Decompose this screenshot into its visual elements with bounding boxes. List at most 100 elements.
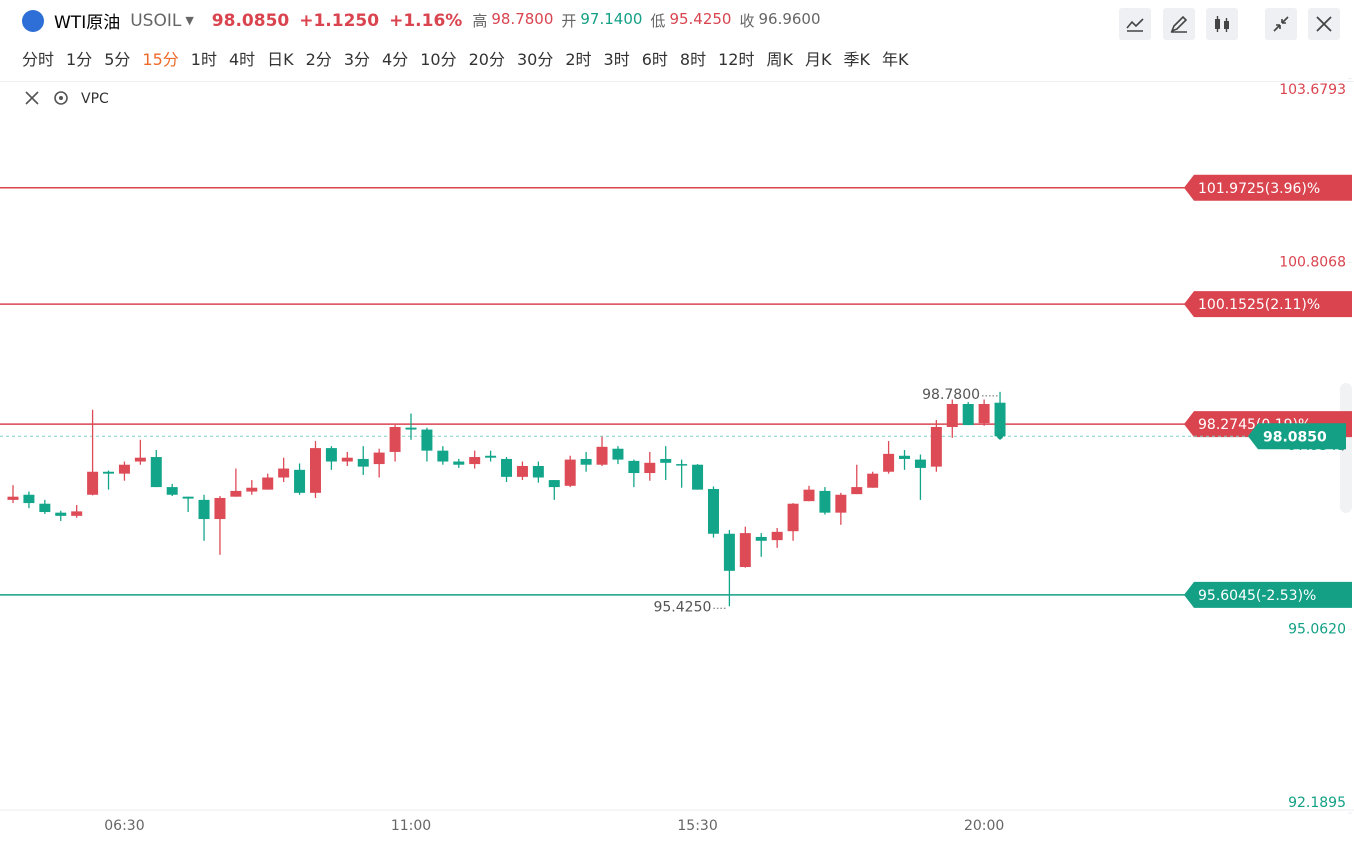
current-price-dot (997, 433, 1004, 440)
timeframe[interactable]: 年K (881, 50, 909, 69)
candle-body (421, 429, 433, 451)
price-tag-label: 95.6045(-2.53)% (1198, 588, 1316, 604)
indicator-settings[interactable] (54, 91, 68, 105)
stat-label: 低 (650, 12, 666, 30)
candle-body (723, 533, 735, 571)
timeframe[interactable]: 4分 (382, 50, 409, 69)
header: WTI原油 USOIL ▼ 98.0850 +1.1250 +1.16% 高 98… (0, 0, 1354, 82)
candle-body (469, 457, 481, 465)
tool-button[interactable] (1119, 8, 1151, 40)
price-tag (1184, 581, 1352, 608)
timeframe[interactable]: 1时 (190, 50, 217, 69)
timeframe[interactable]: 3分 (343, 50, 371, 69)
candle-body (564, 459, 576, 486)
candle-body (341, 457, 353, 462)
tool-button[interactable] (1265, 8, 1297, 40)
candle-body (357, 458, 369, 467)
timeframe[interactable]: 30分 (516, 50, 554, 69)
candle-body (39, 503, 51, 513)
candle-body (707, 489, 719, 534)
candle-body (262, 477, 274, 490)
candle-body (166, 487, 178, 495)
candle-body (150, 457, 162, 488)
tool-button[interactable] (1163, 8, 1195, 40)
current-price-label: 98.0850 (1263, 429, 1327, 445)
candle-body (373, 452, 385, 465)
stat-label: 开 (561, 12, 577, 30)
price-tag-label: 100.1525(2.11)% (1198, 297, 1320, 313)
dropdown-arrow[interactable]: ▼ (185, 14, 194, 27)
close-indicator[interactable] (25, 91, 39, 105)
timeframe[interactable]: 4时 (228, 50, 256, 69)
candle-body (87, 471, 99, 495)
timeframe[interactable]: 12时 (718, 50, 755, 69)
y-tick-label: 103.6793 (1279, 82, 1346, 98)
candle-body (660, 458, 672, 463)
candle-body (7, 496, 19, 500)
symbol-row: WTI原油 USOIL ▼ 98.0850 +1.1250 +1.16% 高 98… (22, 8, 821, 33)
candle-body (134, 457, 146, 462)
y-tick-label: 95.0620 (1288, 622, 1346, 638)
candle-body (914, 459, 926, 468)
close-button[interactable] (1308, 8, 1340, 40)
price-tag (1184, 174, 1352, 201)
candle-body (692, 464, 704, 490)
change: +1.1250 (299, 10, 380, 31)
candle-body (851, 487, 863, 495)
stats: 高 98.7800 开 97.1400 低 95.4250 收 96.9600 (472, 10, 820, 31)
candle-body (835, 494, 847, 513)
y-tick-label: 100.8068 (1279, 254, 1346, 270)
timeframe[interactable]: 分时 (22, 50, 55, 69)
candle-body (405, 427, 417, 430)
candle-body (182, 496, 194, 499)
timeframe[interactable]: 10分 (420, 50, 457, 69)
timeframe[interactable]: 2时 (565, 50, 592, 69)
x-tick-label: 15:30 (677, 818, 717, 834)
stat-label: 收 (739, 12, 755, 30)
tool-button[interactable] (1206, 8, 1238, 40)
candle-body (71, 511, 83, 516)
stat-value: 96.9600 (758, 10, 821, 28)
timeframes: 分时 1分 5分 15分 1时 4时 日K 2分 3分 4分 10分 20分 30分 2时 3时 6时 8时 12… (22, 46, 908, 70)
stat-value: 98.7800 (491, 10, 554, 28)
candle-body (580, 458, 592, 465)
timeframe[interactable]: 6时 (641, 50, 668, 69)
symbol-code[interactable]: USOIL (130, 10, 182, 31)
candle-body (755, 536, 767, 541)
candle-body (437, 450, 449, 462)
timeframe[interactable]: 2分 (305, 50, 332, 69)
candle-body (214, 497, 226, 520)
stat-value: 95.4250 (669, 10, 732, 28)
timeframe[interactable]: 5分 (104, 50, 131, 69)
candle-body (962, 403, 974, 426)
candle-body (103, 471, 115, 474)
y-tick-label: 92.1895 (1288, 795, 1346, 811)
candle-body (278, 468, 290, 478)
price: 98.0850 (211, 10, 290, 31)
timeframe[interactable]: 20分 (468, 50, 505, 69)
timeframe[interactable]: 月K (804, 50, 832, 69)
timeframe[interactable]: 8时 (679, 50, 707, 69)
candle-body (118, 464, 130, 474)
timeframe[interactable]: 日K (267, 50, 294, 69)
symbol-icon (22, 9, 44, 32)
timeframe[interactable]: 1分 (66, 50, 93, 69)
change-pct: +1.16% (389, 10, 463, 31)
timeframe[interactable]: 15分 (142, 50, 179, 69)
candle-body (453, 461, 465, 465)
candle-body (771, 531, 783, 541)
candle-body (55, 512, 67, 516)
low-marker-label: 95.4250 (653, 599, 711, 615)
timeframe[interactable]: 季K (843, 50, 870, 69)
candle-body (596, 446, 608, 465)
candle-body (883, 453, 895, 472)
candle-body (485, 455, 497, 458)
candle-body (294, 469, 306, 493)
timeframe[interactable]: 周K (766, 50, 793, 69)
timeframe[interactable]: 3时 (603, 50, 630, 69)
candle-body (309, 448, 321, 493)
x-tick-label: 11:00 (391, 818, 431, 834)
x-tick-label: 20:00 (964, 818, 1004, 834)
candle-body (548, 480, 560, 488)
